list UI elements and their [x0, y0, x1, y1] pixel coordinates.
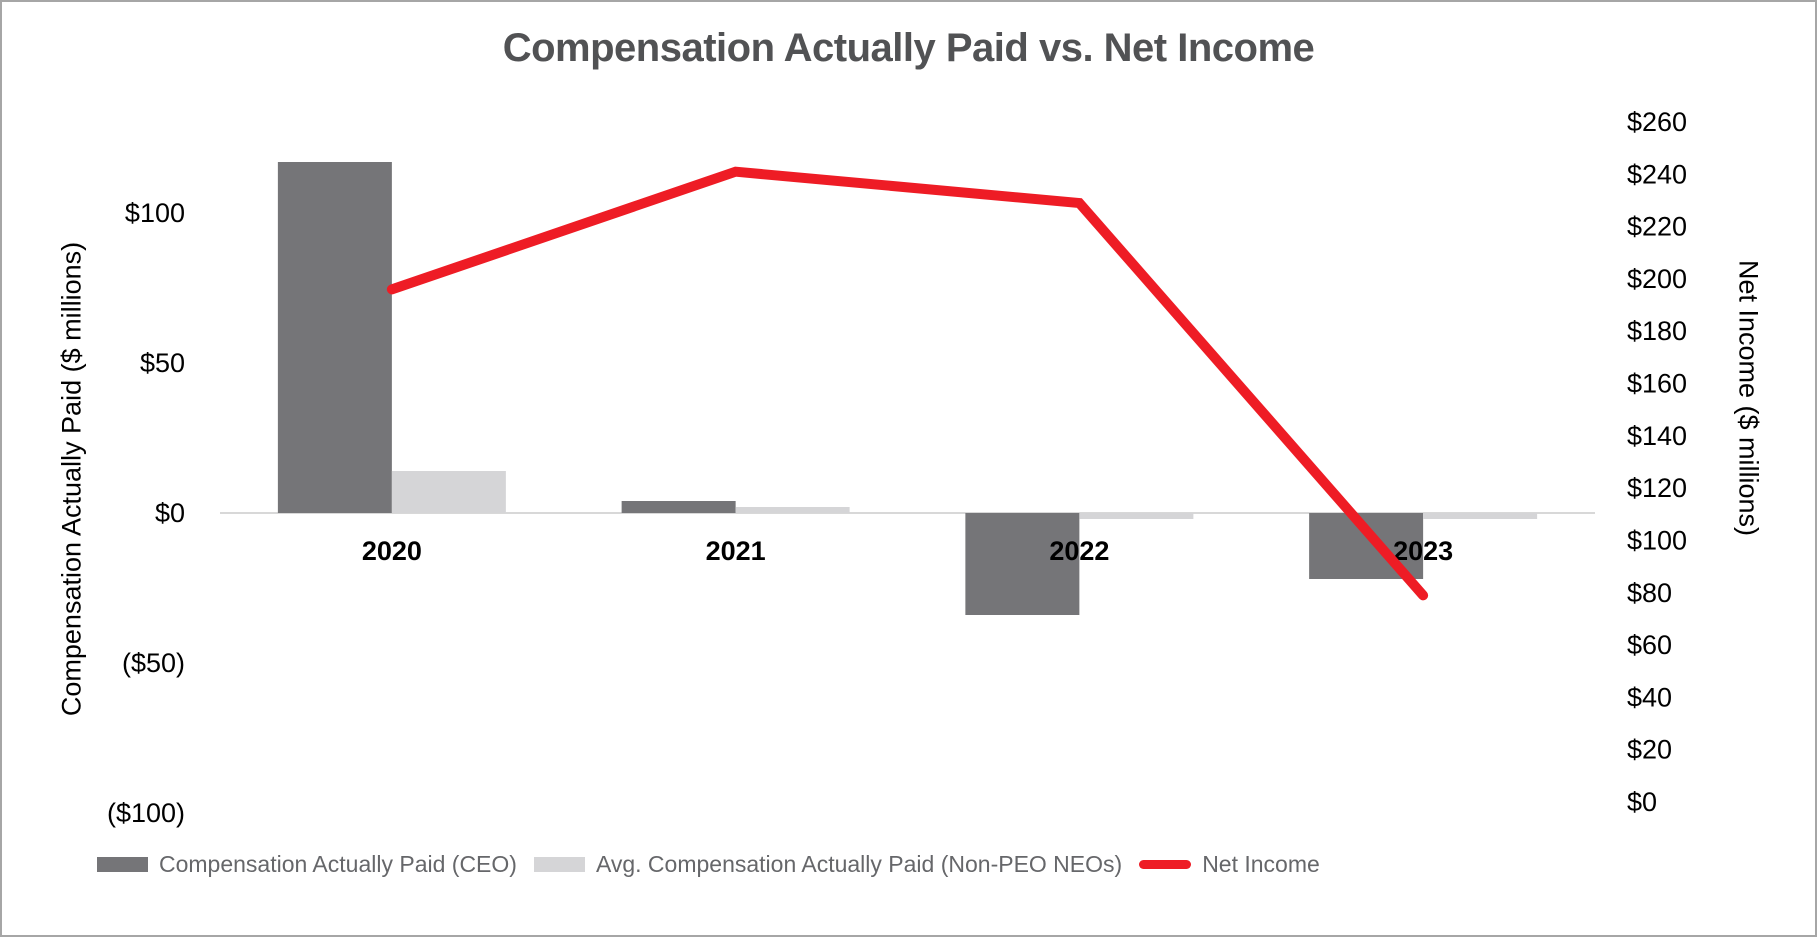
- right-axis-tick: $80: [1627, 578, 1672, 608]
- left-axis-tick: $100: [125, 198, 185, 228]
- bar-nonpeo-2021: [735, 507, 850, 513]
- bar-nonpeo-2022: [1079, 513, 1194, 519]
- legend-swatch-net-income-line: [1139, 860, 1192, 869]
- category-label-2021: 2021: [706, 536, 766, 566]
- right-axis-tick: $120: [1627, 473, 1687, 503]
- legend-item-ceo: Compensation Actually Paid (CEO): [97, 851, 517, 878]
- right-axis-tick: $240: [1627, 159, 1687, 189]
- right-axis-tick: $0: [1627, 787, 1657, 817]
- right-axis-tick: $40: [1627, 682, 1672, 712]
- right-axis-tick: $180: [1627, 316, 1687, 346]
- left-axis-title: Compensation Actually Paid ($ millions): [56, 241, 87, 717]
- left-axis-tick: $0: [155, 498, 185, 528]
- legend-item-nonpeo: Avg. Compensation Actually Paid (Non-PEO…: [533, 851, 1123, 878]
- right-axis-title: Net Income ($ millions): [1733, 259, 1764, 537]
- right-axis-tick: $20: [1627, 735, 1672, 765]
- legend-label-nonpeo: Avg. Compensation Actually Paid (Non-PEO…: [595, 851, 1123, 877]
- left-axis-tick: $50: [140, 348, 185, 378]
- legend-label-net-income: Net Income: [1202, 851, 1320, 877]
- bar-ceo-2020: [277, 162, 392, 513]
- right-axis-tick: $220: [1627, 212, 1687, 242]
- right-axis-tick: $160: [1627, 369, 1687, 399]
- right-axis-tick: $260: [1627, 107, 1687, 137]
- left-axis-tick: ($100): [107, 798, 185, 828]
- bar-ceo-2021: [621, 501, 736, 513]
- right-axis-tick: $140: [1627, 421, 1687, 451]
- chart-title: Compensation Actually Paid vs. Net Incom…: [502, 26, 1315, 70]
- right-axis-tick: $200: [1627, 264, 1687, 294]
- category-label-2020: 2020: [362, 536, 422, 566]
- legend-swatch-nonpeo-bar: [533, 857, 585, 872]
- bar-ceo-2022: [965, 513, 1080, 615]
- right-axis-tick: $100: [1627, 525, 1687, 555]
- bar-nonpeo-2020: [391, 471, 506, 513]
- bar-nonpeo-2023: [1423, 513, 1538, 519]
- legend-swatch-ceo-bar: [97, 857, 148, 872]
- legend-label-ceo: Compensation Actually Paid (CEO): [159, 851, 517, 877]
- legend-item-net-income: Net Income: [1139, 851, 1320, 878]
- category-label-2022: 2022: [1049, 536, 1109, 566]
- left-axis-tick: ($50): [122, 648, 185, 678]
- category-label-2023: 2023: [1393, 536, 1453, 566]
- right-axis-tick: $60: [1627, 630, 1672, 660]
- net-income-line: [386, 166, 1429, 601]
- legend: Compensation Actually Paid (CEO) Avg. Co…: [97, 851, 1320, 878]
